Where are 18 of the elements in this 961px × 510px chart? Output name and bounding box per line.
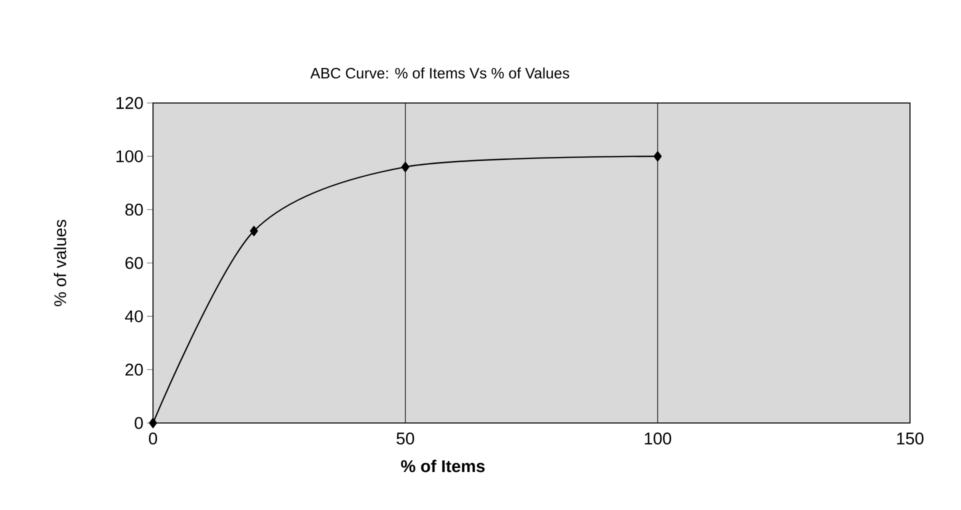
y-tick-label: 0 xyxy=(134,416,143,429)
y-axis-title: % of values xyxy=(54,220,66,306)
point xyxy=(654,151,662,162)
point xyxy=(250,226,258,236)
x-tick-label: 0 xyxy=(148,432,158,444)
y-tick-label: 20 xyxy=(126,364,143,376)
y-tick-label: 120 xyxy=(116,96,143,109)
y-tick-label: 80 xyxy=(125,204,143,216)
chart-title: ABC Curve: % of Items Vs % of Values xyxy=(310,68,570,78)
x-tick-label: 50 xyxy=(396,432,414,444)
x-axis-title: % of Items xyxy=(401,460,485,472)
point xyxy=(401,162,410,172)
y-tick-label: 100 xyxy=(116,150,143,162)
x-tick-label: 150 xyxy=(897,432,924,444)
point xyxy=(149,418,158,428)
y-tick-label: 60 xyxy=(126,256,143,269)
y-tick-label: 40 xyxy=(125,310,143,322)
x-tick-label: 100 xyxy=(644,432,672,444)
